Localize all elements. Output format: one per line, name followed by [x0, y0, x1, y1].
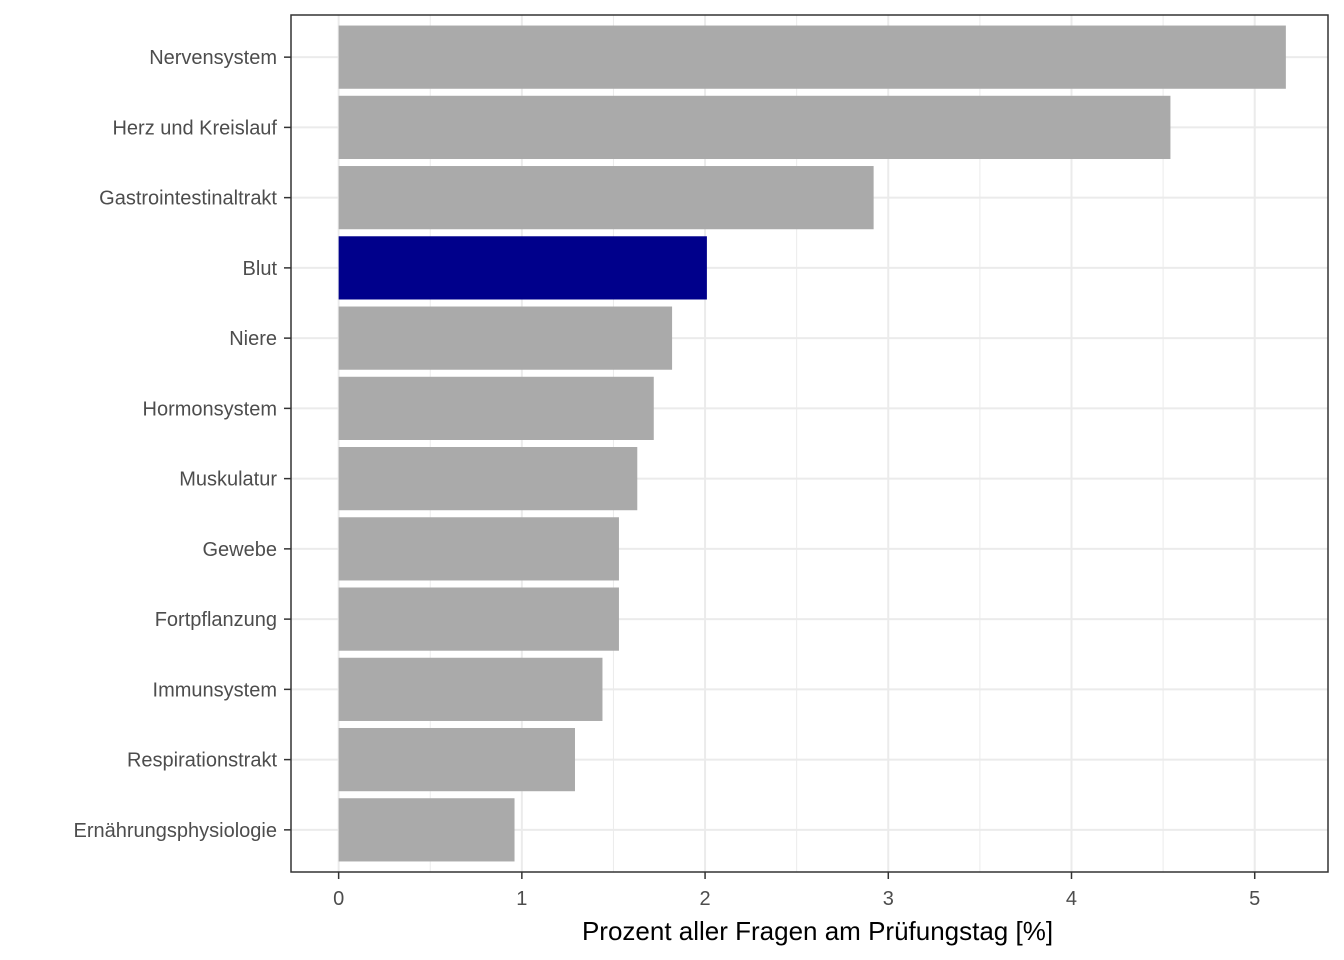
y-tick-label: Nervensystem: [149, 47, 277, 69]
y-tick-label: Gewebe: [203, 539, 278, 561]
bar-respirationstrakt: [338, 727, 575, 792]
x-tick-label: 0: [333, 888, 344, 910]
bar-gastrointestinaltrakt: [338, 166, 874, 230]
bar-muskulatur: [338, 447, 638, 511]
panel-border: [290, 14, 1329, 873]
y-tick-label: Respirationstrakt: [127, 750, 278, 772]
y-tick-label: Blut: [243, 258, 278, 280]
bar-hormonsystem: [338, 376, 654, 440]
y-tick-label: Herz und Kreislauf: [112, 117, 277, 139]
bar-blut: [338, 236, 707, 300]
y-axis: Nervensystem Herz und Kreislauf Gastrointe…: [74, 47, 291, 842]
x-tick-label: 3: [883, 888, 894, 910]
x-tick-label: 2: [700, 888, 711, 910]
x-tick-label: 4: [1066, 888, 1077, 910]
bar-ernährungsphysiologie: [338, 798, 515, 862]
y-tick-label: Hormonsystem: [143, 398, 277, 420]
x-tick-label: 1: [516, 888, 527, 910]
bar-gewebe: [338, 517, 619, 581]
y-tick-label: Ernährungsphysiologie: [74, 820, 277, 842]
bar-immunsystem: [338, 657, 603, 721]
y-tick-label: Gastrointestinaltrakt: [99, 188, 277, 210]
y-tick-label: Immunsystem: [153, 679, 277, 701]
y-tick-label: Niere: [229, 328, 277, 350]
bar-fortpflanzung: [338, 587, 619, 651]
bar-nervensystem: [338, 25, 1286, 89]
x-axis: 0 1 2 3 4 5: [333, 872, 1260, 910]
bar-niere: [338, 306, 673, 370]
bars: [338, 25, 1286, 862]
x-tick-label: 5: [1249, 888, 1260, 910]
bar-herz-und-kreislauf: [338, 95, 1171, 160]
y-tick-label: Muskulatur: [179, 469, 277, 491]
y-tick-label: Fortpflanzung: [155, 609, 277, 631]
x-axis-title: Prozent aller Fragen am Prüfungstag [%]: [582, 916, 1053, 946]
